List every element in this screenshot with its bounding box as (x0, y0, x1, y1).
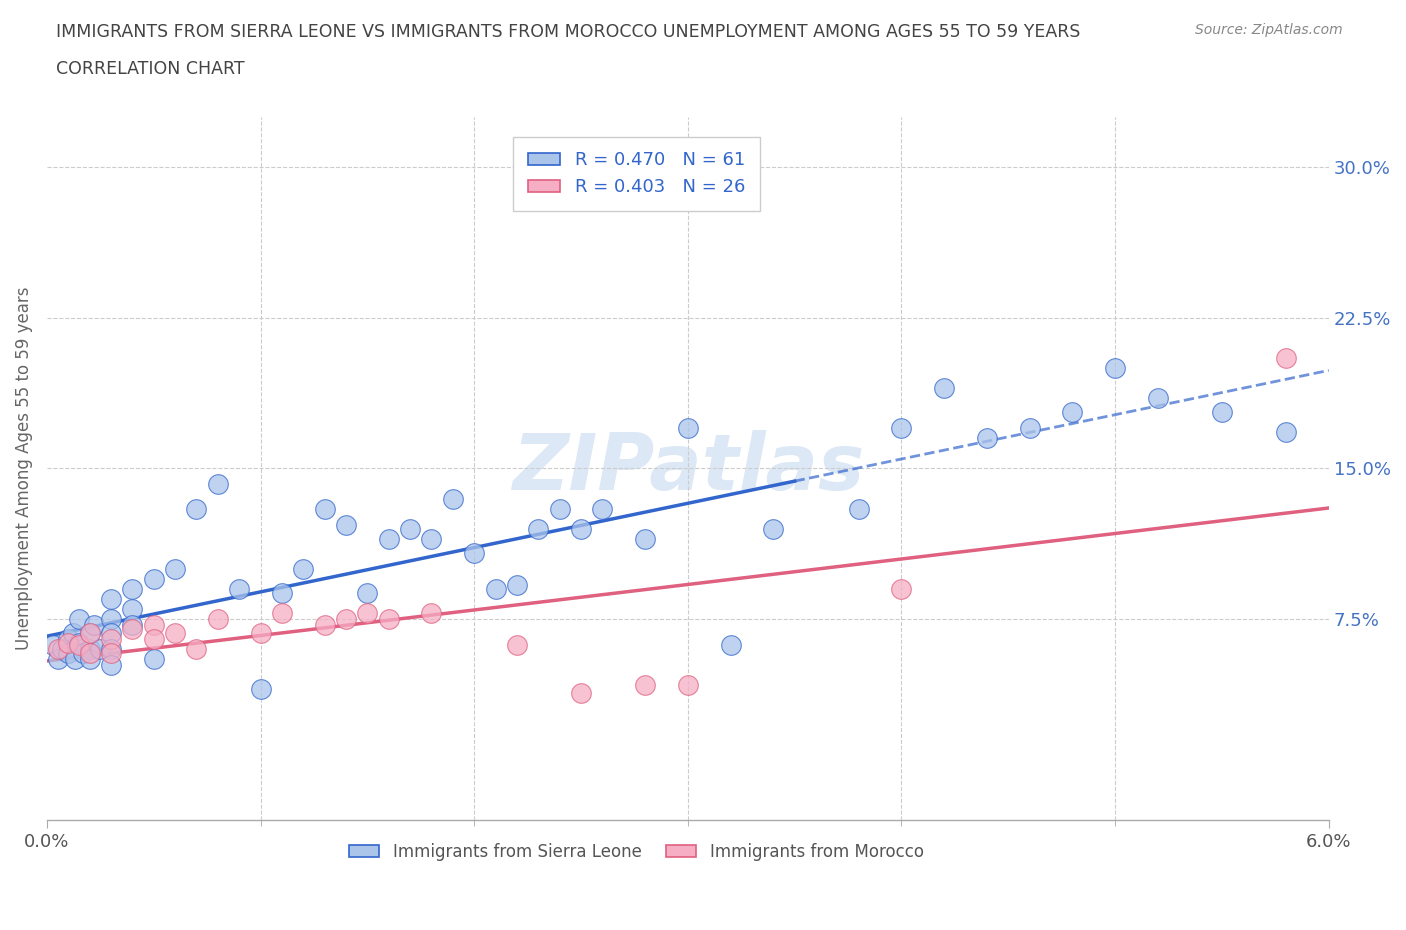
Point (335, 517, 357, 532)
Point (335, 611, 357, 626)
Point (720, 638, 742, 653)
Point (1018, 421, 1040, 436)
Point (270, 605, 292, 620)
Point (100, 611, 122, 626)
Point (186, 642, 208, 657)
Text: IMMIGRANTS FROM SIERRA LEONE VS IMMIGRANTS FROM MOROCCO UNEMPLOYMENT AMONG AGES : IMMIGRANTS FROM SIERRA LEONE VS IMMIGRAN… (56, 23, 1081, 41)
Point (121, 618, 143, 632)
Point (1211, 405, 1233, 419)
Point (58, 635, 80, 650)
Point (569, 521, 592, 536)
Point (79, 642, 101, 657)
Point (356, 585, 378, 600)
Point (165, 626, 187, 641)
Point (1275, 425, 1298, 440)
Point (314, 618, 336, 632)
Point (399, 521, 422, 536)
Point (62, 626, 84, 641)
Y-axis label: Unemployment Among Ages 55 to 59 years: Unemployment Among Ages 55 to 59 years (15, 286, 32, 650)
Point (1104, 361, 1126, 376)
Point (46, 642, 69, 657)
Point (67, 638, 90, 653)
Point (142, 652, 165, 667)
Point (121, 621, 143, 636)
Point (142, 618, 165, 632)
Point (1147, 391, 1170, 405)
Point (420, 531, 443, 546)
Point (79, 652, 101, 667)
Point (121, 602, 143, 617)
Point (270, 585, 292, 600)
Point (441, 491, 464, 506)
Point (79, 645, 101, 660)
Point (506, 638, 529, 653)
Point (63, 652, 86, 667)
Point (207, 611, 229, 626)
Point (42, 638, 65, 653)
Point (591, 501, 613, 516)
Text: ZIPatlas: ZIPatlas (512, 431, 863, 507)
Point (100, 642, 122, 657)
Point (377, 611, 399, 626)
Point (934, 380, 956, 395)
Point (142, 631, 165, 646)
Point (377, 531, 399, 546)
Point (165, 562, 187, 577)
Point (83, 618, 105, 632)
Point (548, 501, 571, 516)
Point (142, 571, 165, 586)
Point (634, 678, 657, 693)
Point (463, 545, 485, 560)
Point (207, 477, 229, 492)
Point (484, 581, 506, 596)
Legend: Immigrants from Sierra Leone, Immigrants from Morocco: Immigrants from Sierra Leone, Immigrants… (343, 836, 931, 868)
Point (569, 685, 592, 700)
Point (634, 531, 657, 546)
Point (46, 652, 69, 667)
Point (100, 626, 122, 641)
Point (420, 605, 443, 620)
Point (1275, 351, 1298, 365)
Point (976, 431, 998, 445)
Point (100, 645, 122, 660)
Point (676, 421, 699, 436)
Point (121, 581, 143, 596)
Point (51, 642, 73, 657)
Point (89, 642, 111, 657)
Point (249, 626, 271, 641)
Point (100, 631, 122, 646)
Point (58, 631, 80, 646)
Point (292, 562, 315, 577)
Point (100, 591, 122, 606)
Point (314, 501, 336, 516)
Point (890, 581, 912, 596)
Point (1062, 405, 1084, 419)
Point (890, 421, 912, 436)
Point (762, 521, 785, 536)
Point (67, 635, 90, 650)
Point (186, 501, 208, 516)
Point (527, 521, 550, 536)
Point (67, 611, 90, 626)
Point (72, 645, 94, 660)
Point (228, 581, 250, 596)
Text: Source: ZipAtlas.com: Source: ZipAtlas.com (1195, 23, 1343, 37)
Text: CORRELATION CHART: CORRELATION CHART (56, 60, 245, 78)
Point (676, 678, 699, 693)
Point (100, 658, 122, 672)
Point (848, 501, 870, 516)
Point (58, 645, 80, 660)
Point (79, 626, 101, 641)
Point (249, 682, 271, 697)
Point (356, 605, 378, 620)
Point (506, 578, 529, 592)
Point (79, 626, 101, 641)
